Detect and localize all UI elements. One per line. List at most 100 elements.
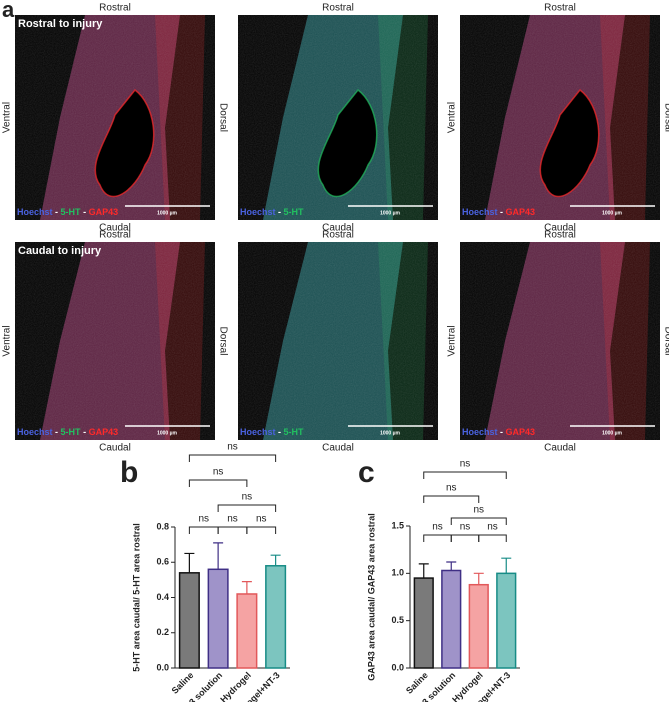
panel-label: b bbox=[120, 456, 138, 489]
micrograph bbox=[15, 15, 215, 220]
scale-bar-label: 1000 µm bbox=[380, 210, 400, 216]
orientation-label: Dorsal bbox=[662, 103, 669, 132]
stain-label: - bbox=[83, 207, 86, 217]
stain-label: - bbox=[278, 207, 281, 217]
significance-label: ns bbox=[446, 483, 457, 494]
stain-label: 5-HT bbox=[61, 207, 82, 217]
y-axis-label: 5-HT area caudal/ 5-HT area rostral bbox=[131, 523, 141, 672]
significance-bracket bbox=[478, 534, 507, 542]
y-tick-label: 0.2 bbox=[156, 627, 169, 637]
error-bar bbox=[184, 552, 195, 573]
significance-label: ns bbox=[256, 514, 267, 525]
orientation-label: Ventral bbox=[2, 325, 13, 356]
stain-label: 5-HT bbox=[284, 207, 305, 217]
stain-label: Hoechst bbox=[462, 207, 498, 217]
stain-label: GAP43 bbox=[506, 207, 536, 217]
scale-bar-label: 1000 µm bbox=[602, 210, 622, 216]
orientation-label: Rostral bbox=[99, 3, 131, 14]
error-bar bbox=[213, 542, 224, 570]
stain-label: GAP43 bbox=[89, 207, 119, 217]
stain-label: - bbox=[55, 207, 58, 217]
orientation-label: Caudal bbox=[99, 443, 131, 454]
significance-label: ns bbox=[213, 467, 224, 478]
significance-bracket bbox=[423, 471, 507, 479]
micrograph bbox=[238, 15, 438, 220]
orientation-label: Dorsal bbox=[217, 327, 228, 356]
row-title: Rostral to injury bbox=[18, 18, 103, 30]
lesion bbox=[539, 88, 600, 198]
stain-label: 5-HT bbox=[284, 427, 305, 437]
stain-label: Hoechst bbox=[240, 207, 276, 217]
orientation-label: Ventral bbox=[447, 102, 458, 133]
orientation-label: Caudal bbox=[544, 443, 576, 454]
significance-label: ns bbox=[242, 492, 253, 503]
bar bbox=[468, 583, 489, 669]
orientation-label: Rostral bbox=[322, 230, 354, 241]
lesion bbox=[94, 88, 155, 198]
lesion bbox=[317, 88, 378, 198]
error-bar bbox=[270, 554, 281, 566]
stain-label: - bbox=[278, 427, 281, 437]
significance-bracket bbox=[217, 504, 277, 512]
orientation-label: Dorsal bbox=[662, 327, 669, 356]
significance-label: ns bbox=[198, 514, 209, 525]
significance-label: ns bbox=[473, 505, 484, 516]
y-tick-label: 0.5 bbox=[391, 615, 404, 625]
x-tick-label: Saline bbox=[404, 670, 430, 696]
orientation-label: Rostral bbox=[99, 230, 131, 241]
significance-bracket bbox=[423, 534, 452, 542]
significance-bracket bbox=[423, 495, 480, 503]
scale-bar-label: 1000 µm bbox=[157, 430, 177, 436]
orientation-label: Ventral bbox=[2, 102, 13, 133]
micrograph bbox=[15, 242, 215, 440]
bar bbox=[413, 577, 434, 669]
significance-label: ns bbox=[460, 522, 471, 533]
error-bar bbox=[501, 557, 512, 574]
texture bbox=[460, 242, 660, 440]
significance-bracket bbox=[246, 526, 277, 534]
significance-label: ns bbox=[227, 514, 238, 525]
orientation-label: Dorsal bbox=[217, 103, 228, 132]
stain-label: Hoechst bbox=[17, 207, 53, 217]
y-tick-label: 0.0 bbox=[156, 662, 169, 672]
orientation-label: Rostral bbox=[544, 3, 576, 14]
y-axis-label: GAP43 area caudal/ GAP43 area rostral bbox=[366, 513, 376, 681]
stain-label: GAP43 bbox=[89, 427, 119, 437]
significance-label: ns bbox=[487, 522, 498, 533]
x-tick-label: Saline bbox=[170, 670, 196, 696]
stain-legend: Hoechst - 5-HT bbox=[240, 427, 304, 437]
orientation-label: Rostral bbox=[322, 3, 354, 14]
stain-label: Hoechst bbox=[462, 427, 498, 437]
significance-label: ns bbox=[460, 459, 471, 470]
stain-legend: Hoechst - 5-HT bbox=[240, 207, 304, 217]
bar bbox=[496, 572, 517, 669]
stain-label: - bbox=[500, 427, 503, 437]
stain-legend: Hoechst - GAP43 bbox=[462, 427, 535, 437]
orientation-label: Rostral bbox=[544, 230, 576, 241]
significance-bracket bbox=[450, 534, 480, 542]
error-bar bbox=[418, 563, 429, 579]
y-tick-label: 0.6 bbox=[156, 557, 169, 567]
bar bbox=[236, 593, 258, 669]
y-tick-label: 1.5 bbox=[391, 520, 404, 530]
texture bbox=[238, 242, 438, 440]
significance-label: ns bbox=[227, 442, 238, 453]
scale-bar-label: 1000 µm bbox=[157, 210, 177, 216]
stain-label: Hoechst bbox=[17, 427, 53, 437]
texture bbox=[15, 242, 215, 440]
orientation-label: Caudal bbox=[99, 223, 131, 234]
row-title: Caudal to injury bbox=[18, 245, 102, 257]
error-bar bbox=[446, 561, 457, 571]
micrograph bbox=[460, 242, 660, 440]
y-tick-label: 0.0 bbox=[391, 662, 404, 672]
panel-label: a bbox=[2, 0, 15, 22]
significance-bracket bbox=[188, 479, 248, 487]
bar bbox=[178, 572, 200, 669]
scale-bar-label: 1000 µm bbox=[602, 430, 622, 436]
orientation-label: Caudal bbox=[544, 223, 576, 234]
significance-bracket bbox=[188, 454, 277, 462]
significance-bracket bbox=[217, 526, 248, 534]
bar bbox=[441, 569, 462, 669]
stain-legend: Hoechst - 5-HT - GAP43 bbox=[17, 427, 118, 437]
micrograph bbox=[460, 15, 660, 220]
